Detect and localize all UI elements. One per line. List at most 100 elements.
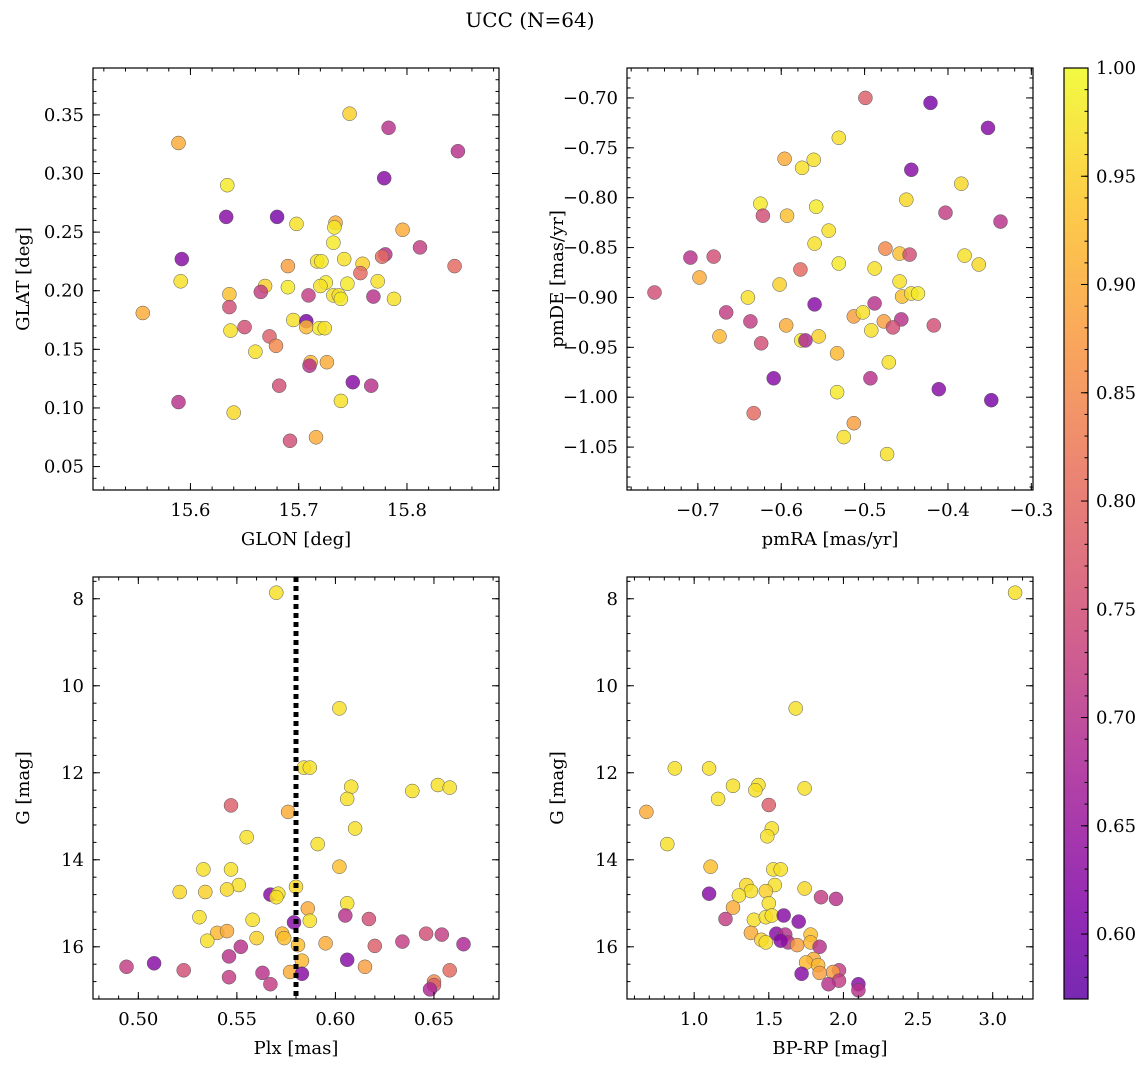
data-point: [910, 286, 926, 301]
data-point: [353, 265, 368, 281]
colorbar-tick-label: 0.75: [1096, 599, 1136, 620]
data-point: [280, 279, 296, 295]
y-tick-label: −1.00: [563, 387, 618, 408]
data-point: [725, 900, 741, 915]
data-point: [119, 959, 134, 975]
data-point: [302, 358, 317, 373]
y-tick-label: −0.95: [563, 337, 618, 358]
y-tick-label: 0.10: [44, 398, 84, 419]
panel-4: 1.0 1.5 2.0 2.5 3.0 8 10 12 14 16 BP-RP [mag] G [ma…: [547, 576, 1034, 1059]
data-point: [333, 291, 349, 307]
y-tick-label: −1.05: [563, 437, 618, 458]
y-tick-label: 12: [595, 763, 618, 784]
x-tick-label: 15.8: [387, 500, 427, 521]
data-point: [701, 886, 717, 901]
data-point: [412, 240, 428, 255]
data-point: [863, 371, 878, 386]
x-tick-label: 15.7: [279, 500, 319, 521]
data-point: [954, 176, 969, 191]
data-point: [342, 106, 357, 121]
data-point: [280, 258, 296, 274]
colorbar-tick-label: 0.70: [1096, 708, 1136, 729]
data-point: [370, 274, 385, 289]
data-point: [712, 329, 727, 344]
data-point: [271, 378, 287, 393]
data-point: [361, 911, 377, 927]
data-point: [755, 208, 771, 223]
data-point: [255, 965, 270, 981]
y-axis-label: pmDE [mas/yr]: [547, 210, 568, 348]
data-point: [347, 821, 363, 836]
data-point: [797, 781, 812, 796]
data-point: [836, 429, 852, 445]
axes-frame: [626, 576, 1034, 1000]
data-point: [753, 196, 768, 211]
data-point: [740, 290, 756, 305]
figure-title: UCC (N=64): [465, 8, 594, 32]
data-point: [308, 430, 324, 445]
x-tick-label: 0.65: [414, 1009, 454, 1030]
data-point: [808, 199, 824, 214]
data-point: [926, 318, 942, 333]
data-point: [376, 170, 392, 186]
data-point: [318, 936, 333, 951]
panels: 15.6 15.7 15.8 0.05 0.10 0.15 0.20 0.25 0.30 0.35…: [13, 67, 1053, 1059]
data-point: [286, 312, 301, 328]
data-point: [220, 177, 235, 193]
y-tick-label: 8: [607, 589, 618, 610]
y-tick-label: 8: [73, 589, 84, 610]
data-point: [135, 305, 151, 321]
data-point: [222, 299, 237, 315]
data-point: [766, 371, 781, 386]
data-point: [340, 276, 355, 291]
y-tick-label: −0.70: [563, 88, 618, 109]
data-point: [171, 135, 186, 151]
data-point: [300, 901, 316, 916]
data-point: [938, 205, 953, 220]
plot-area: [647, 90, 1008, 462]
data-point: [904, 162, 919, 178]
plot-area: [639, 585, 1023, 998]
y-tick-label: −0.75: [563, 138, 618, 159]
data-point: [851, 983, 866, 998]
data-point: [743, 925, 759, 941]
data-point: [798, 333, 813, 348]
data-point: [327, 220, 342, 235]
data-point: [758, 883, 774, 899]
data-point: [381, 120, 396, 136]
x-tick-label: −0.5: [843, 500, 887, 521]
y-tick-label: 0.15: [44, 339, 84, 360]
data-point: [855, 305, 871, 320]
y-tick-label: 16: [595, 937, 618, 958]
data-point: [302, 913, 318, 928]
x-tick-label: 1.5: [754, 1009, 783, 1030]
data-point: [223, 323, 238, 338]
y-tick-label: −0.80: [563, 188, 618, 209]
data-point: [450, 143, 466, 159]
data-point: [797, 881, 812, 896]
data-point: [386, 291, 402, 307]
data-point: [456, 936, 471, 952]
axes-frame: [626, 67, 1034, 491]
data-point: [899, 192, 914, 207]
panel-2: −0.7 −0.6 −0.5 −0.4 −0.3 −1.05 −1.00 −0.95 −0.90…: [547, 67, 1053, 550]
data-point: [746, 912, 762, 928]
data-point: [846, 415, 862, 431]
data-point: [339, 952, 355, 968]
x-tick-label: 0.60: [315, 1009, 355, 1030]
data-point: [222, 286, 237, 302]
data-point: [957, 248, 972, 263]
data-point: [269, 585, 284, 600]
data-point: [198, 884, 213, 900]
x-axis-label: Plx [mas]: [254, 1038, 339, 1059]
colorbar-tick-label: 0.80: [1096, 491, 1136, 512]
data-point: [776, 908, 791, 923]
y-tick-label: 0.30: [44, 164, 84, 185]
data-point: [336, 251, 352, 267]
data-point: [748, 782, 763, 798]
data-point: [879, 446, 895, 462]
data-point: [831, 256, 847, 271]
data-point: [253, 284, 269, 300]
colorbar-tick-label: 0.95: [1096, 166, 1136, 187]
data-point: [812, 939, 827, 955]
